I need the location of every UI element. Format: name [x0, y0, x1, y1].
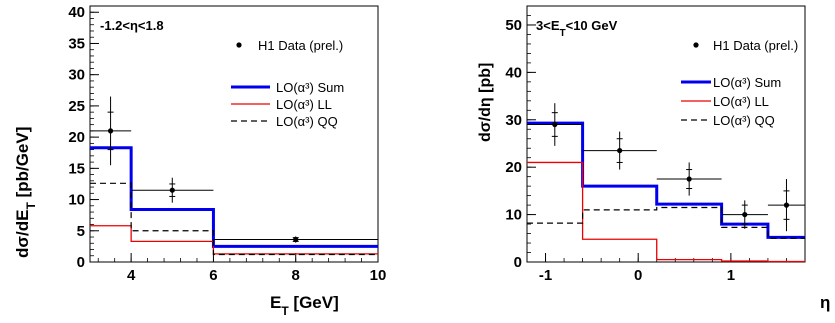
right-frame	[526, 5, 806, 263]
left-legend-ll-label: LO(α³) LL	[276, 97, 332, 112]
left-legend: H1 Data (prel.) LO(α³) Sum LO(α³) LL LO(…	[231, 38, 344, 129]
right-panel: 0 10 20 30 40 50 -1 0 1 3<ET<10 GeV η dσ/dη [pb]…	[477, 5, 830, 312]
right-ytick-label: 0	[514, 254, 522, 271]
right-series-qq	[527, 206, 805, 239]
left-xlabel-main: E	[270, 293, 281, 312]
right-data-point	[552, 121, 558, 128]
right-xtick-label: 1	[727, 267, 735, 284]
right-y-axis-label: dσ/dη [pb]	[477, 63, 494, 142]
right-plot-area: 0 10 20 30 40 50 -1 0 1	[505, 5, 806, 284]
left-legend-qq-label: LO(α³) QQ	[276, 114, 338, 129]
right-region-tail: <10 GeV	[566, 18, 618, 33]
left-ylabel-main: dσ/dE	[13, 210, 32, 258]
left-xlabel-unit: [GeV]	[289, 293, 339, 312]
left-ytick-label: 30	[68, 67, 85, 84]
left-ylabel-sub: T	[24, 202, 38, 210]
right-ytick-label: 30	[505, 112, 522, 129]
left-y-axis-label: dσ/dET [pb/GeV]	[13, 127, 38, 258]
right-xtick-label: 0	[634, 267, 642, 284]
right-data-point	[742, 211, 748, 218]
right-data-point	[686, 176, 692, 182]
left-frame	[89, 5, 379, 263]
right-region-main: 3<E	[536, 18, 560, 33]
left-series-ll	[90, 225, 378, 255]
right-legend-qq-label: LO(α³) QQ	[713, 113, 775, 128]
left-ytick-label: 0	[77, 254, 85, 271]
right-region-label: 3<ET<10 GeV	[536, 18, 618, 39]
right-series-sum	[527, 121, 805, 239]
right-x-axis-label: η	[820, 293, 830, 312]
right-ytick-label: 40	[505, 64, 522, 81]
left-xtick-label: 8	[292, 267, 300, 284]
left-ytick-label: 5	[77, 223, 85, 240]
left-xtick-label: 4	[127, 267, 136, 284]
right-legend: H1 Data (prel.) LO(α³) Sum LO(α³) LL LO(…	[681, 38, 798, 128]
left-region-label: -1.2<η<1.8	[100, 18, 164, 33]
left-series-sum	[90, 146, 378, 248]
right-data-point	[617, 147, 623, 154]
left-ytick-label: 25	[68, 98, 85, 115]
left-data-point	[169, 187, 175, 193]
right-legend-ll-label: LO(α³) LL	[713, 94, 769, 109]
left-legend-data-marker	[236, 42, 242, 48]
left-ytick-label: 10	[68, 192, 85, 209]
left-plot-area: 0 5 10 15 20 25 30 35 40 4 6 8 10	[68, 4, 386, 284]
left-xlabel-sub: T	[281, 304, 289, 318]
left-data-point	[293, 236, 299, 243]
left-ytick-label: 40	[68, 4, 85, 21]
left-data-point	[107, 128, 114, 134]
right-ytick-label: 20	[505, 159, 522, 176]
right-data-point	[783, 202, 790, 208]
left-xtick-label: 6	[209, 267, 217, 284]
right-xtick-label: -1	[539, 267, 552, 284]
left-xtick-label: 10	[370, 267, 387, 284]
right-series-ll	[527, 161, 805, 263]
left-ytick-label: 15	[68, 160, 85, 177]
right-legend-sum-label: LO(α³) Sum	[713, 75, 781, 90]
left-ytick-label: 35	[68, 35, 85, 52]
left-ytick-label: 20	[68, 129, 85, 146]
right-legend-data-label: H1 Data (prel.)	[713, 38, 798, 53]
right-region-sub: T	[560, 28, 566, 39]
right-legend-data-marker	[693, 42, 699, 48]
left-legend-data-label: H1 Data (prel.)	[258, 38, 343, 53]
left-x-axis-label: ET [GeV]	[270, 293, 339, 318]
right-ytick-label: 50	[505, 17, 522, 34]
left-legend-sum-label: LO(α³) Sum	[276, 80, 344, 95]
left-series-qq	[90, 182, 378, 256]
right-ytick-label: 10	[505, 207, 522, 224]
left-ylabel-unit: [pb/GeV]	[13, 127, 32, 203]
